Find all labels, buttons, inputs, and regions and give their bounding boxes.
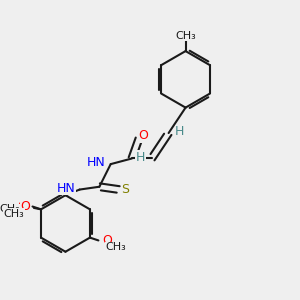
Text: O: O (18, 200, 28, 213)
Text: CH₃: CH₃ (0, 204, 20, 214)
Text: CH₃: CH₃ (175, 31, 196, 40)
Text: S: S (122, 183, 129, 196)
Text: H: H (136, 151, 145, 164)
Text: HN: HN (57, 182, 75, 195)
Text: CH₃: CH₃ (106, 242, 126, 253)
Text: O: O (138, 129, 148, 142)
Text: CH₃: CH₃ (3, 208, 24, 219)
Text: O: O (20, 200, 30, 213)
Text: O: O (102, 234, 112, 247)
Text: HN: HN (87, 156, 106, 169)
Text: H: H (175, 125, 184, 138)
